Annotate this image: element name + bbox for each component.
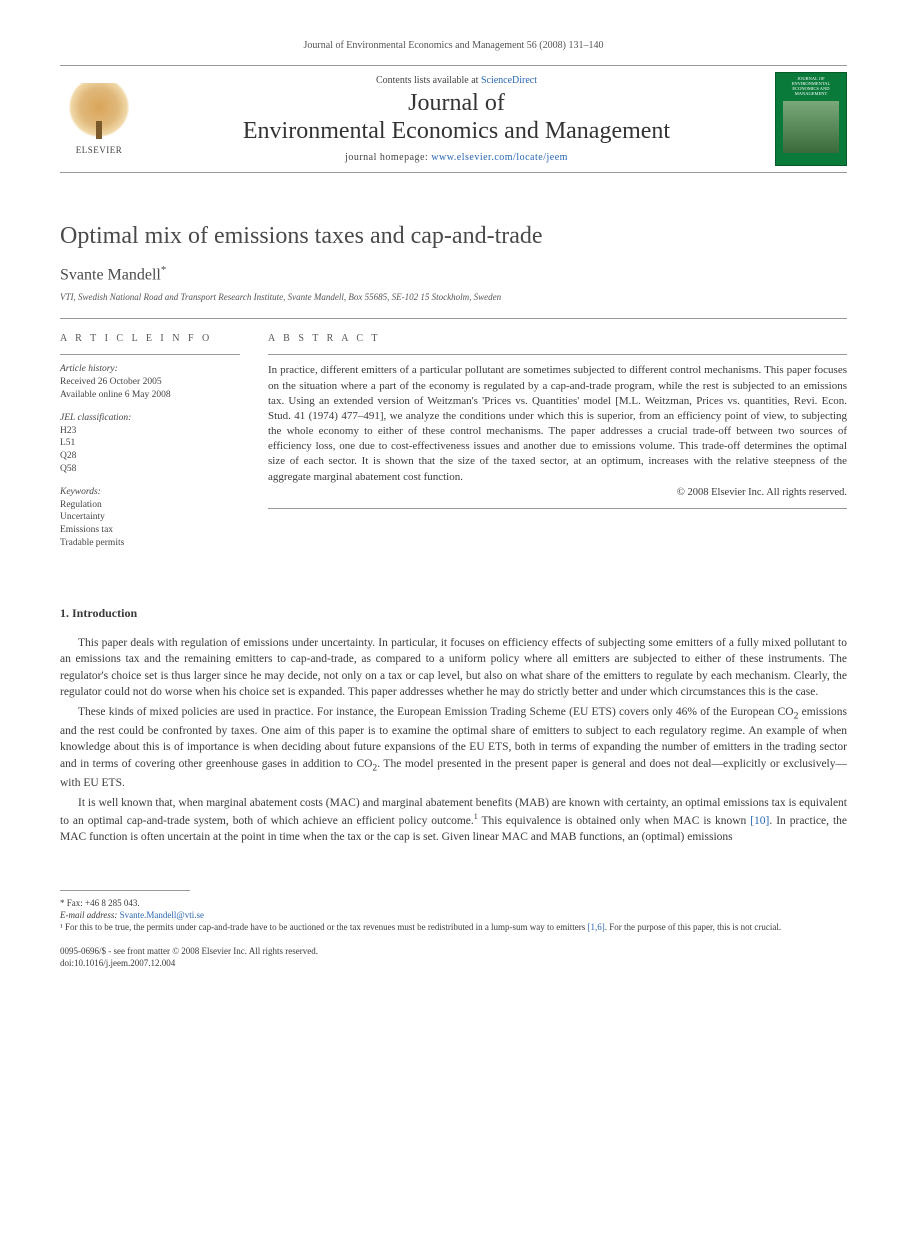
jel-block: JEL classification: H23 L51 Q28 Q58 [60, 412, 240, 476]
author-corresponding-marker: * [161, 264, 167, 276]
body-text: These kinds of mixed policies are used i… [78, 706, 794, 718]
article-history-block: Article history: Received 26 October 200… [60, 363, 240, 401]
jel-label: JEL classification: [60, 412, 240, 425]
article-title: Optimal mix of emissions taxes and cap-a… [60, 223, 847, 250]
article-history-label: Article history: [60, 363, 240, 376]
author-affiliation: VTI, Swedish National Road and Transport… [60, 292, 847, 302]
footnote-1: ¹ For this to be true, the permits under… [60, 921, 847, 933]
journal-reference: Journal of Environmental Economics and M… [60, 40, 847, 51]
homepage-prefix: journal homepage: [345, 152, 431, 163]
author-text: Svante Mandell [60, 266, 161, 283]
jel-code: H23 [60, 425, 240, 438]
doi-line: doi:10.1016/j.jeem.2007.12.004 [60, 957, 847, 969]
citation-link[interactable]: [1,6] [588, 922, 605, 932]
jel-code: Q28 [60, 450, 240, 463]
body-paragraph: This paper deals with regulation of emis… [60, 635, 847, 700]
citation-link[interactable]: [10] [750, 815, 769, 827]
keyword: Emissions tax [60, 524, 240, 537]
footnotes-block: * Fax: +46 8 285 043. E-mail address: Sv… [60, 891, 847, 933]
sciencedirect-link[interactable]: ScienceDirect [481, 75, 537, 86]
publisher-logo-block: ELSEVIER [60, 72, 138, 166]
journal-title-line2: Environmental Economics and Management [243, 118, 670, 144]
divider [268, 354, 847, 355]
journal-title: Journal of Environmental Economics and M… [148, 90, 765, 145]
page: Journal of Environmental Economics and M… [0, 0, 907, 999]
jel-code: L51 [60, 437, 240, 450]
abstract-heading: A B S T R A C T [268, 333, 847, 344]
abstract-column: A B S T R A C T In practice, different e… [268, 333, 847, 560]
footnote-text: ¹ For this to be true, the permits under… [60, 922, 588, 932]
section-heading-introduction: 1. Introduction [60, 606, 847, 621]
info-abstract-row: A R T I C L E I N F O Article history: R… [60, 333, 847, 560]
keyword: Regulation [60, 499, 240, 512]
keyword: Tradable permits [60, 537, 240, 550]
abstract-copyright: © 2008 Elsevier Inc. All rights reserved… [268, 487, 847, 498]
corresponding-email-line: E-mail address: Svante.Mandell@vti.se [60, 909, 847, 921]
email-link[interactable]: Svante.Mandell@vti.se [120, 910, 204, 920]
keywords-block: Keywords: Regulation Uncertainty Emissio… [60, 486, 240, 550]
journal-title-line1: Journal of [408, 90, 505, 116]
available-online-date: Available online 6 May 2008 [60, 389, 240, 402]
front-matter-line: 0095-0696/$ - see front matter © 2008 El… [60, 945, 847, 957]
body-paragraph: It is well known that, when marginal aba… [60, 795, 847, 846]
article-info-heading: A R T I C L E I N F O [60, 333, 240, 344]
footnote-text: . For the purpose of this paper, this is… [605, 922, 781, 932]
journal-homepage-link[interactable]: www.elsevier.com/locate/jeem [431, 152, 568, 163]
fax-number: +46 8 285 043. [85, 898, 140, 908]
contents-prefix: Contents lists available at [376, 75, 481, 86]
article-info-column: A R T I C L E I N F O Article history: R… [60, 333, 240, 560]
cover-title-text: JOURNAL OF ENVIRONMENTAL ECONOMICS AND M… [779, 77, 843, 97]
divider [60, 318, 847, 319]
email-label: E-mail address: [60, 910, 120, 920]
body-text: This equivalence is obtained only when M… [478, 815, 750, 827]
journal-homepage-line: journal homepage: www.elsevier.com/locat… [148, 152, 765, 163]
received-date: Received 26 October 2005 [60, 376, 240, 389]
fax-label: * Fax: [60, 898, 85, 908]
masthead: ELSEVIER Contents lists available at Sci… [60, 65, 847, 173]
keyword: Uncertainty [60, 511, 240, 524]
cover-image-icon [783, 101, 839, 153]
divider [60, 354, 240, 355]
keywords-label: Keywords: [60, 486, 240, 499]
author-name: Svante Mandell* [60, 264, 847, 284]
corresponding-fax: * Fax: +46 8 285 043. [60, 897, 847, 909]
contents-available-line: Contents lists available at ScienceDirec… [148, 75, 765, 86]
masthead-center: Contents lists available at ScienceDirec… [148, 72, 765, 166]
elsevier-label: ELSEVIER [76, 145, 123, 155]
journal-cover-thumbnail: JOURNAL OF ENVIRONMENTAL ECONOMICS AND M… [775, 72, 847, 166]
divider [268, 508, 847, 509]
abstract-text: In practice, different emitters of a par… [268, 363, 847, 484]
elsevier-tree-icon [69, 83, 129, 143]
jel-code: Q58 [60, 463, 240, 476]
front-matter-block: 0095-0696/$ - see front matter © 2008 El… [60, 945, 847, 969]
body-paragraph: These kinds of mixed policies are used i… [60, 704, 847, 791]
